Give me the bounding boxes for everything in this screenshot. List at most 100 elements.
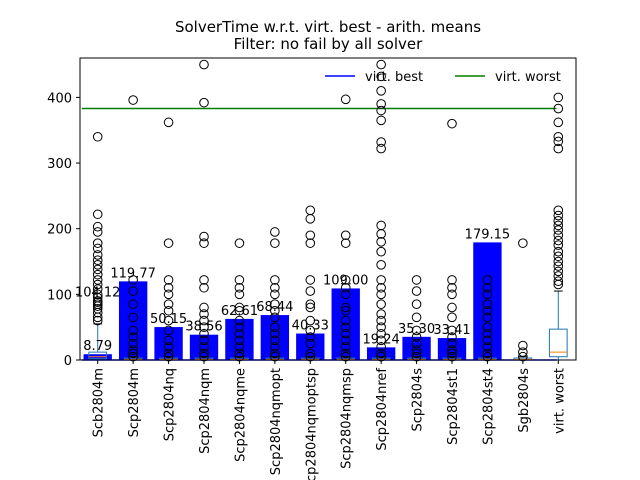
bar-value-label: 119.77 xyxy=(110,266,156,281)
outlier-point xyxy=(234,302,245,313)
outlier-point xyxy=(234,328,245,339)
x-tick-label: Scp2804nqmopt xyxy=(269,368,284,475)
outlier-point xyxy=(553,279,564,290)
outlier-point xyxy=(376,137,386,147)
outlier-point xyxy=(553,246,564,257)
outlier-point xyxy=(553,261,564,271)
outlier-point xyxy=(270,335,280,346)
outlier-point xyxy=(447,282,457,293)
outlier-point xyxy=(305,275,316,285)
outlier-point xyxy=(376,342,386,352)
outlier-point xyxy=(92,289,103,300)
outlier-point xyxy=(234,305,245,316)
outlier-point xyxy=(92,275,103,285)
outlier-point xyxy=(199,238,209,248)
outlier-point xyxy=(92,250,103,260)
outlier-point xyxy=(128,275,138,285)
outlier-point xyxy=(447,332,457,342)
outlier-point xyxy=(270,342,280,352)
x-tick-label: Scp2804nqm xyxy=(198,368,213,454)
outlier-point xyxy=(163,289,174,300)
outlier-point xyxy=(411,338,422,349)
outlier-point xyxy=(447,325,457,336)
outlier-point xyxy=(92,227,103,237)
outlier-point xyxy=(376,289,386,300)
outlier-point xyxy=(553,276,564,287)
outlier-point xyxy=(163,282,174,293)
outlier-point xyxy=(376,348,386,359)
outlier-point xyxy=(199,342,209,352)
outlier-point xyxy=(163,299,174,309)
outlier-point xyxy=(340,328,351,339)
bar xyxy=(402,336,431,360)
outlier-point xyxy=(340,282,351,293)
y-tick-label: 0 xyxy=(64,354,72,369)
outlier-point xyxy=(163,342,174,352)
outlier-point xyxy=(340,302,351,313)
outlier-point xyxy=(340,230,351,241)
outlier-point xyxy=(411,299,422,309)
outlier-point xyxy=(305,325,316,336)
outlier-point xyxy=(518,347,528,357)
outlier-point xyxy=(128,286,138,296)
outlier-point xyxy=(305,214,316,224)
outlier-point xyxy=(553,143,564,154)
outlier-point xyxy=(447,345,457,355)
outlier-point xyxy=(553,251,564,262)
outlier-point xyxy=(270,348,280,359)
outlier-point xyxy=(92,221,103,232)
outlier-point xyxy=(482,342,493,352)
outlier-point xyxy=(376,59,386,70)
outlier-point xyxy=(128,348,138,359)
outlier-point xyxy=(553,220,564,231)
outlier-point xyxy=(340,342,351,352)
outlier-point xyxy=(199,335,209,346)
plot-frame xyxy=(79,57,577,361)
y-tick-label: 400 xyxy=(47,91,72,106)
outlier-point xyxy=(163,325,174,336)
outlier-point xyxy=(376,71,386,82)
legend-label: virt. best xyxy=(365,70,423,85)
x-tick-label: Sgb2804s xyxy=(517,368,532,433)
outlier-point xyxy=(411,345,422,355)
outlier-point xyxy=(92,131,103,142)
outlier-point xyxy=(411,348,422,359)
outlier-point xyxy=(305,205,316,216)
outlier-point xyxy=(340,348,351,359)
bar xyxy=(154,327,183,360)
outlier-point xyxy=(92,209,103,220)
x-tick-label: Scb2804m xyxy=(92,368,107,437)
outlier-point xyxy=(128,338,138,349)
outlier-point xyxy=(199,309,209,319)
outlier-point xyxy=(234,282,245,293)
outlier-point xyxy=(553,240,564,250)
outlier-point xyxy=(234,315,245,326)
outlier-point xyxy=(482,322,493,332)
outlier-point xyxy=(92,279,103,290)
bar-value-label: 38.56 xyxy=(185,320,222,335)
outlier-point xyxy=(340,335,351,346)
outlier-point xyxy=(199,97,209,108)
outlier-point xyxy=(447,289,457,300)
outlier-point xyxy=(376,275,386,285)
outlier-point xyxy=(163,275,174,285)
outlier-point xyxy=(92,301,103,311)
outlier-point xyxy=(376,309,386,319)
outlier-point xyxy=(553,235,564,246)
outlier-point xyxy=(270,275,280,285)
outlier-point xyxy=(411,286,422,296)
outlier-point xyxy=(305,286,316,296)
outlier-point xyxy=(376,246,386,257)
outlier-point xyxy=(482,335,493,346)
outlier-point xyxy=(305,238,316,248)
outlier-point xyxy=(92,307,103,318)
outlier-point xyxy=(270,328,280,339)
outlier-point xyxy=(482,305,493,316)
outlier-point xyxy=(376,115,386,126)
outlier-point xyxy=(305,338,316,349)
outlier-point xyxy=(199,328,209,339)
outlier-point xyxy=(376,237,386,247)
x-tick-label: Scp2804nqmsp xyxy=(340,368,355,469)
outlier-point xyxy=(553,103,564,114)
outlier-point xyxy=(553,205,564,216)
